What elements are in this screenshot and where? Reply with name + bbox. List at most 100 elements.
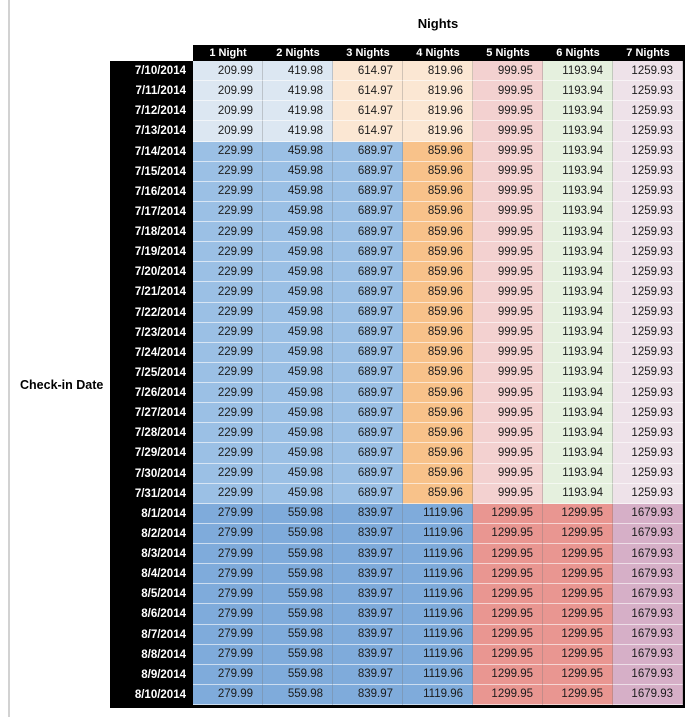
price-cell: 559.98 [263,644,333,665]
price-cell: 1259.93 [613,81,683,102]
row-date-label: 8/8/2014 [110,644,193,665]
row-date-label: 7/28/2014 [110,423,193,444]
price-cell: 689.97 [333,483,403,504]
price-cell: 229.99 [193,282,263,303]
price-cell: 1259.93 [613,423,683,444]
price-cell: 689.97 [333,141,403,162]
price-cell: 459.98 [263,262,333,283]
price-cell: 859.96 [403,141,473,162]
column-header: 7 Nights [613,45,683,61]
price-cell: 1193.94 [543,483,613,504]
price-cell: 614.97 [333,121,403,142]
price-cell: 559.98 [263,604,333,625]
price-cell: 1259.93 [613,342,683,363]
price-cell: 1299.95 [473,664,543,685]
price-cell: 279.99 [193,523,263,544]
row-date-label: 7/17/2014 [110,201,193,222]
price-cell: 559.98 [263,664,333,685]
price-cell: 839.97 [333,644,403,665]
price-cell: 229.99 [193,383,263,404]
price-cell: 689.97 [333,242,403,263]
left-margin-rule [8,0,10,717]
price-cell: 819.96 [403,61,473,82]
price-cell: 999.95 [473,342,543,363]
price-cell: 1679.93 [613,664,683,685]
price-cell: 689.97 [333,161,403,182]
price-cell: 999.95 [473,121,543,142]
price-cell: 1299.95 [473,684,543,705]
price-cell: 859.96 [403,403,473,424]
price-cell: 1259.93 [613,302,683,323]
price-cell: 559.98 [263,624,333,645]
price-cell: 1299.95 [543,684,613,705]
price-cell: 459.98 [263,322,333,343]
price-cell: 1299.95 [473,523,543,544]
row-date-label: 7/25/2014 [110,362,193,383]
price-cell: 859.96 [403,161,473,182]
price-cell: 209.99 [193,121,263,142]
price-cell: 839.97 [333,503,403,524]
price-cell: 1259.93 [613,282,683,303]
price-cell: 1119.96 [403,544,473,565]
price-cell: 859.96 [403,383,473,404]
price-cell: 689.97 [333,423,403,444]
price-cell: 459.98 [263,242,333,263]
price-cell: 1193.94 [543,322,613,343]
price-cell: 1259.93 [613,362,683,383]
column-header: 6 Nights [543,45,613,61]
price-cell: 614.97 [333,101,403,122]
price-cell: 559.98 [263,544,333,565]
price-cell: 229.99 [193,242,263,263]
price-cell: 999.95 [473,443,543,464]
price-cell: 209.99 [193,61,263,82]
price-cell: 229.99 [193,483,263,504]
price-cell: 459.98 [263,161,333,182]
price-cell: 459.98 [263,443,333,464]
price-cell: 1119.96 [403,503,473,524]
price-cell: 1119.96 [403,624,473,645]
price-cell: 689.97 [333,181,403,202]
price-cell: 209.99 [193,101,263,122]
price-cell: 1193.94 [543,61,613,82]
price-cell: 1259.93 [613,463,683,484]
price-cell: 1299.95 [473,544,543,565]
price-cell: 459.98 [263,282,333,303]
price-cell: 559.98 [263,523,333,544]
price-cell: 229.99 [193,222,263,243]
price-cell: 999.95 [473,483,543,504]
price-cell: 1299.95 [543,523,613,544]
row-date-label: 8/5/2014 [110,584,193,605]
price-cell: 559.98 [263,684,333,705]
price-cell: 689.97 [333,262,403,283]
column-header: 3 Nights [333,45,403,61]
nightly-rates-table: 1 Night 2 Nights 3 Nights 4 Nights 5 Nights 6… [110,45,685,708]
price-cell: 1193.94 [543,302,613,323]
price-cell: 279.99 [193,503,263,524]
price-cell: 1259.93 [613,483,683,504]
price-cell: 859.96 [403,242,473,263]
price-cell: 999.95 [473,403,543,424]
price-cell: 859.96 [403,443,473,464]
price-cell: 839.97 [333,604,403,625]
price-cell: 459.98 [263,383,333,404]
price-cell: 859.96 [403,322,473,343]
price-cell: 999.95 [473,201,543,222]
price-cell: 229.99 [193,443,263,464]
price-cell: 1193.94 [543,81,613,102]
price-cell: 209.99 [193,81,263,102]
price-cell: 419.98 [263,121,333,142]
price-cell: 279.99 [193,664,263,685]
price-cell: 1193.94 [543,222,613,243]
price-cell: 999.95 [473,463,543,484]
price-cell: 1119.96 [403,584,473,605]
column-header: 2 Nights [263,45,333,61]
price-cell: 1259.93 [613,443,683,464]
price-cell: 279.99 [193,584,263,605]
price-cell: 1193.94 [543,141,613,162]
price-cell: 689.97 [333,362,403,383]
price-cell: 229.99 [193,302,263,323]
price-cell: 459.98 [263,362,333,383]
row-date-label: 7/20/2014 [110,262,193,283]
row-date-label: 7/13/2014 [110,121,193,142]
price-cell: 689.97 [333,463,403,484]
